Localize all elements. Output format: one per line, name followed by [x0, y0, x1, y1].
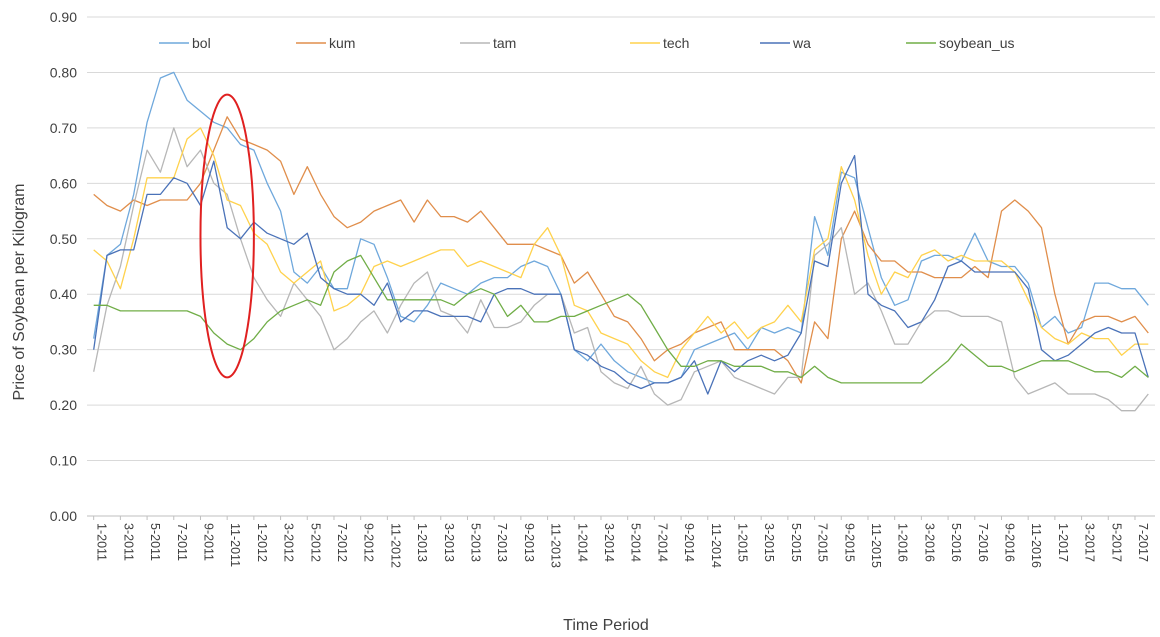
- x-tick-label: 9-2016: [1002, 523, 1016, 562]
- x-tick-label: 7-2012: [335, 523, 349, 562]
- x-tick-label: 7-2017: [1136, 523, 1150, 562]
- x-tick-label: 3-2016: [922, 523, 936, 562]
- legend-label-kum: kum: [329, 35, 355, 51]
- y-tick-label: 0.70: [50, 120, 77, 136]
- x-tick-label: 3-2012: [282, 523, 296, 562]
- series-line-tech: [93, 127, 1149, 379]
- x-axis-label: Time Period: [563, 617, 649, 634]
- series-line-tam: [93, 127, 1149, 412]
- y-axis-ticks: 0.00 0.10 0.20 0.30 0.40 0.50 0.60 0.70 0.80 0.90: [50, 9, 77, 524]
- y-tick-label: 0.30: [50, 342, 77, 358]
- y-tick-label: 0.00: [50, 508, 77, 524]
- series-line-soybean_us: [93, 254, 1149, 384]
- x-tick-label: 9-2011: [201, 523, 215, 561]
- x-tick-label: 3-2013: [442, 523, 456, 562]
- x-tick-label: 1-2011: [95, 523, 109, 561]
- y-tick-label: 0.40: [50, 286, 77, 302]
- x-tick-label: 5-2011: [148, 523, 162, 561]
- x-tick-label: 9-2015: [842, 523, 856, 562]
- x-tick-label: 3-2017: [1083, 523, 1097, 562]
- x-tick-label: 11-2012: [388, 523, 402, 568]
- x-tick-label: 7-2013: [495, 523, 509, 562]
- x-tick-label: 5-2013: [468, 523, 482, 562]
- x-tick-label: 11-2013: [549, 523, 563, 568]
- y-tick-label: 0.60: [50, 175, 77, 191]
- y-tick-label: 0.50: [50, 231, 77, 247]
- x-tick-label: 7-2015: [816, 523, 830, 562]
- legend-label-soybean_us: soybean_us: [939, 35, 1015, 51]
- x-tick-label: 5-2012: [308, 523, 322, 562]
- legend-label-tech: tech: [663, 35, 689, 51]
- y-tick-label: 0.90: [50, 9, 77, 25]
- x-tick-label: 11-2016: [1029, 523, 1043, 568]
- highlight-ellipse: [199, 93, 255, 379]
- x-axis-ticks: 1-2011 3-2011 5-2011 7-2011 9-2011 11-2011 1-2…: [93, 516, 1150, 568]
- y-tick-label: 0.80: [50, 64, 77, 80]
- series-lines: [93, 71, 1149, 412]
- x-tick-label: 9-2013: [522, 523, 536, 562]
- x-tick-label: 11-2015: [869, 523, 883, 568]
- legend-label-tam: tam: [493, 35, 516, 51]
- legend-label-wa: wa: [792, 35, 811, 51]
- x-tick-label: 1-2015: [735, 523, 749, 562]
- x-tick-label: 7-2016: [976, 523, 990, 562]
- x-tick-label: 3-2014: [602, 523, 616, 562]
- y-axis-label: Price of Soybean per Kilogram: [11, 184, 28, 401]
- x-tick-label: 1-2013: [415, 523, 429, 562]
- x-tick-label: 5-2017: [1109, 523, 1123, 562]
- legend-label-bol: bol: [192, 35, 211, 51]
- x-tick-label: 11-2011: [228, 523, 242, 567]
- x-tick-label: 1-2017: [1056, 523, 1070, 562]
- x-tick-label: 7-2011: [175, 523, 189, 561]
- x-tick-label: 3-2011: [121, 523, 135, 561]
- y-tick-label: 0.10: [50, 453, 77, 469]
- x-tick-label: 1-2016: [896, 523, 910, 562]
- x-tick-label: 11-2014: [709, 523, 723, 568]
- x-tick-label: 5-2016: [949, 523, 963, 562]
- series-line-wa: [93, 154, 1149, 395]
- series-line-kum: [93, 116, 1149, 384]
- x-tick-label: 9-2012: [362, 523, 376, 562]
- x-tick-label: 1-2014: [575, 523, 589, 562]
- x-tick-label: 3-2015: [762, 523, 776, 562]
- x-tick-label: 5-2015: [789, 523, 803, 562]
- annotations: [199, 93, 255, 379]
- x-tick-label: 7-2014: [655, 523, 669, 562]
- legend: bol kum tam tech wa soybean_us: [159, 35, 1015, 51]
- gridlines: [87, 16, 1155, 517]
- x-tick-label: 5-2014: [629, 523, 643, 562]
- series-line-bol: [93, 71, 1149, 384]
- y-tick-label: 0.20: [50, 397, 77, 413]
- x-tick-label: 1-2012: [255, 523, 269, 562]
- x-tick-label: 9-2014: [682, 523, 696, 562]
